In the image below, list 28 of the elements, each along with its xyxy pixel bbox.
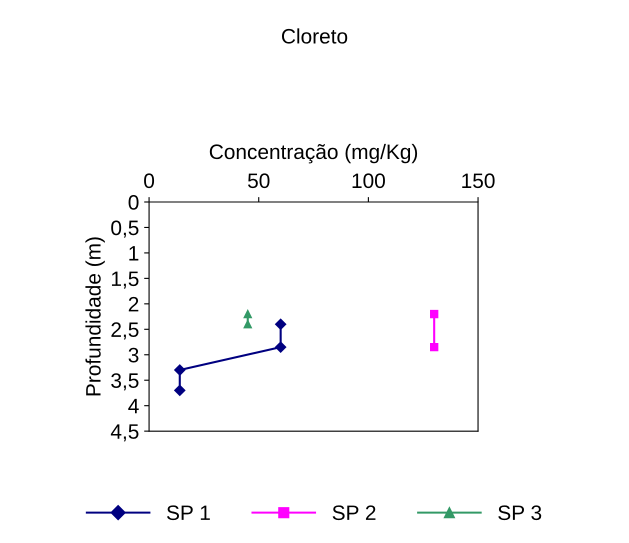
- y-tick-label: 1: [129, 246, 138, 260]
- x-tick-label: 0: [144, 173, 154, 188]
- y-tick-label: 2,5: [111, 322, 138, 340]
- chart-title: Cloreto: [282, 28, 348, 44]
- point: [244, 320, 252, 328]
- point: [430, 310, 438, 318]
- point: [174, 384, 186, 396]
- x-tick-label: 150: [462, 173, 495, 188]
- legend-label: SP 2: [332, 505, 376, 520]
- x-tick-label: 100: [352, 173, 385, 188]
- point: [244, 310, 252, 318]
- y-tick-label: 0,5: [111, 220, 138, 238]
- y-tick-label: 2: [128, 296, 138, 312]
- x-axis-title: Concentração (mg/Kg): [210, 144, 418, 164]
- x-tick-label: 50: [248, 173, 270, 188]
- y-axis-title: Profundidade (m): [85, 237, 105, 396]
- y-tick-label: 4,5: [110, 424, 138, 442]
- y-tick-label: 1,5: [112, 272, 138, 289]
- y-tick-label: 3: [128, 348, 138, 363]
- point: [275, 342, 286, 353]
- point: [275, 318, 286, 330]
- point: [430, 342, 438, 352]
- y-tick-label: 0: [128, 194, 139, 210]
- legend-label: SP 3: [498, 505, 542, 520]
- y-tick-label: 4: [128, 398, 139, 414]
- y-tick-label: 3,5: [111, 373, 138, 390]
- point: [174, 364, 186, 376]
- legend-label: SP 1: [166, 505, 210, 520]
